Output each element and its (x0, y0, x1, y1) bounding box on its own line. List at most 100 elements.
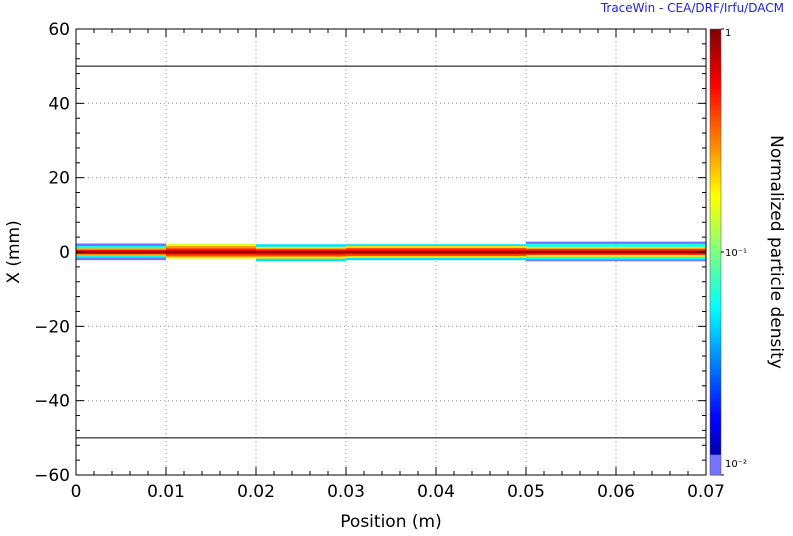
colorbar-segment (710, 57, 721, 63)
colorbar-segment (710, 296, 721, 302)
colorbar-segment (710, 434, 721, 440)
colorbar-segment (710, 272, 721, 277)
colorbar-segment (710, 101, 721, 107)
y-tick-label: 60 (48, 20, 70, 40)
x-tick-label: 0 (71, 482, 82, 502)
colorbar-segment (710, 170, 721, 176)
colorbar-segment (710, 389, 721, 395)
colorbar-segment (710, 397, 721, 403)
colorbar-segment (710, 154, 721, 160)
density-band (526, 251, 706, 253)
colorbar-segment (710, 406, 721, 411)
colorbar-segment (710, 126, 721, 131)
colorbar-segment (710, 308, 721, 314)
x-axis-label: Position (m) (340, 512, 441, 532)
colorbar-segment (710, 373, 721, 379)
x-tick-label: 0.04 (417, 482, 455, 502)
colorbar-segment (710, 77, 721, 83)
colorbar-segment (710, 162, 721, 168)
colorbar-segment (710, 324, 721, 330)
colorbar-segment (710, 462, 721, 468)
colorbar-segment (710, 146, 721, 152)
colorbar-segment (710, 438, 721, 444)
colorbar-segment (710, 357, 721, 363)
colorbar-segment (710, 203, 721, 208)
colorbar-segment (710, 191, 721, 196)
colorbar-segment (710, 304, 721, 310)
colorbar-segment (710, 284, 721, 290)
colorbar-segment (710, 219, 721, 225)
x-tick-label: 0.02 (237, 482, 275, 502)
x-tick-label: 0.01 (147, 482, 185, 502)
colorbar-segment (710, 446, 721, 452)
credit-text: TraceWin - CEA/DRF/Irfu/DACM (600, 1, 784, 15)
y-tick-label: 40 (48, 94, 70, 114)
colorbar-segment (710, 349, 721, 354)
y-tick-label: −40 (34, 392, 70, 412)
colorbar-segment (710, 81, 721, 87)
colorbar-segment (710, 49, 721, 54)
colorbar-segment (710, 158, 721, 164)
colorbar-segment (710, 37, 721, 42)
colorbar-tick-label: 1 (725, 28, 731, 39)
y-tick-label: −60 (34, 466, 70, 486)
colorbar-segment (710, 312, 721, 318)
colorbar-segment (710, 247, 721, 253)
y-tick-label: −20 (34, 317, 70, 337)
colorbar-segment (710, 69, 721, 75)
colorbar-segment (710, 300, 721, 306)
colorbar-segment (710, 106, 721, 111)
colorbar-segment (710, 337, 721, 342)
colorbar-segment (710, 454, 721, 460)
colorbar-label: Normalized particle density (766, 135, 786, 369)
colorbar-segment (710, 292, 721, 298)
colorbar-segment (710, 381, 721, 387)
colorbar-segment (710, 41, 721, 46)
colorbar-segment (710, 402, 721, 407)
colorbar-segment (710, 211, 721, 217)
colorbar-segment (710, 260, 721, 265)
x-tick-label: 0.05 (507, 482, 545, 502)
colorbar-segment (710, 179, 721, 184)
colorbar-segment (710, 426, 721, 431)
colorbar-segment (710, 442, 721, 448)
colorbar-segment (710, 207, 721, 213)
colorbar-segment (710, 353, 721, 359)
colorbar-segment (710, 187, 721, 192)
colorbar-segment (710, 410, 721, 415)
colorbar-segment (710, 239, 721, 245)
colorbar-segment (710, 215, 721, 221)
colorbar-segment (710, 73, 721, 79)
density-band (166, 251, 256, 253)
colorbar-segment (710, 29, 721, 34)
y-axis-label: X (mm) (4, 220, 24, 283)
colorbar-segment (710, 256, 721, 261)
colorbar-segment (710, 138, 721, 144)
colorbar-segment (710, 365, 721, 371)
colorbar-segment (710, 252, 721, 257)
density-band (346, 251, 526, 253)
colorbar-segment (710, 345, 721, 350)
y-tick-label: 0 (59, 243, 70, 263)
colorbar-segment (710, 418, 721, 423)
colorbar-segment (710, 114, 721, 119)
colorbar-segment (710, 470, 721, 476)
colorbar-segment (710, 110, 721, 115)
colorbar-segment (710, 33, 721, 38)
colorbar-segment (710, 264, 721, 269)
colorbar-segment (710, 414, 721, 419)
x-tick-label: 0.07 (687, 482, 725, 502)
density-band (76, 251, 166, 253)
colorbar-segment (710, 422, 721, 427)
density-band (256, 251, 346, 254)
colorbar-tick-label: 10⁻² (725, 459, 747, 470)
colorbar-segment (710, 393, 721, 399)
colorbar-segment (710, 223, 721, 229)
colorbar-segment (710, 235, 721, 241)
colorbar-segment (710, 385, 721, 391)
colorbar-segment (710, 231, 721, 237)
colorbar-segment (710, 134, 721, 140)
colorbar-segment (710, 369, 721, 375)
